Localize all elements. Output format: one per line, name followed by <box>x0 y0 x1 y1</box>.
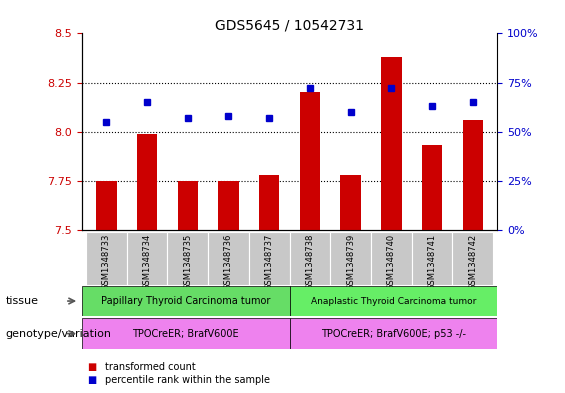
Bar <box>289 232 331 285</box>
Text: ■: ■ <box>88 375 97 386</box>
Bar <box>127 232 167 285</box>
Bar <box>177 181 198 230</box>
Text: transformed count: transformed count <box>105 362 195 373</box>
Bar <box>412 232 453 285</box>
Text: TPOCreER; BrafV600E; p53 -/-: TPOCreER; BrafV600E; p53 -/- <box>321 329 466 339</box>
Title: GDS5645 / 10542731: GDS5645 / 10542731 <box>215 18 364 32</box>
Text: GSM1348733: GSM1348733 <box>102 234 111 290</box>
Text: GSM1348737: GSM1348737 <box>265 234 273 290</box>
Bar <box>422 145 442 230</box>
Bar <box>463 120 483 230</box>
Text: GSM1348740: GSM1348740 <box>387 234 396 290</box>
Bar <box>86 232 127 285</box>
Text: Papillary Thyroid Carcinoma tumor: Papillary Thyroid Carcinoma tumor <box>101 296 271 306</box>
Bar <box>96 181 116 230</box>
Text: GSM1348735: GSM1348735 <box>183 234 192 290</box>
Bar <box>208 232 249 285</box>
Bar <box>249 232 289 285</box>
Bar <box>289 286 497 316</box>
Text: GSM1348738: GSM1348738 <box>306 234 314 290</box>
Text: GSM1348736: GSM1348736 <box>224 234 233 290</box>
Bar <box>167 232 208 285</box>
Text: percentile rank within the sample: percentile rank within the sample <box>105 375 270 386</box>
Bar <box>218 181 238 230</box>
Text: GSM1348739: GSM1348739 <box>346 234 355 290</box>
Bar <box>259 175 279 230</box>
Bar <box>341 175 361 230</box>
Bar <box>289 318 497 349</box>
Text: GSM1348742: GSM1348742 <box>468 234 477 290</box>
Bar <box>453 232 493 285</box>
Bar <box>137 134 157 230</box>
Bar <box>381 57 402 230</box>
Text: ■: ■ <box>88 362 97 373</box>
Text: GSM1348741: GSM1348741 <box>428 234 437 290</box>
Text: GSM1348734: GSM1348734 <box>142 234 151 290</box>
Bar <box>82 318 289 349</box>
Text: Anaplastic Thyroid Carcinoma tumor: Anaplastic Thyroid Carcinoma tumor <box>311 297 476 305</box>
Bar <box>82 286 289 316</box>
Bar <box>331 232 371 285</box>
Text: TPOCreER; BrafV600E: TPOCreER; BrafV600E <box>132 329 239 339</box>
Text: tissue: tissue <box>6 296 38 306</box>
Bar <box>371 232 412 285</box>
Bar <box>300 92 320 230</box>
Text: genotype/variation: genotype/variation <box>6 329 112 339</box>
